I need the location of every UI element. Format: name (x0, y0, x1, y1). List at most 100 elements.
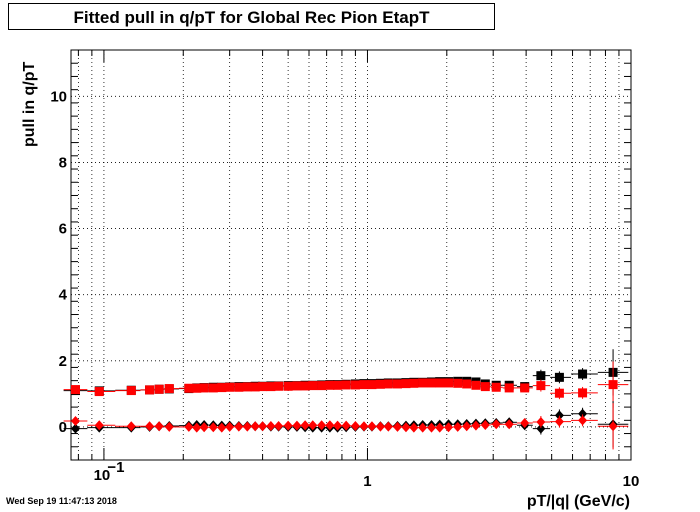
y-tick-label: 2 (59, 353, 67, 370)
data-point (145, 421, 155, 432)
data-point (480, 382, 490, 392)
data-point (401, 379, 411, 389)
data-point (317, 420, 327, 431)
data-point (350, 420, 360, 431)
data-point (392, 421, 402, 432)
data-point (199, 422, 209, 433)
y-tick-label: 0 (59, 419, 67, 436)
data-point (154, 384, 164, 394)
data-point (225, 421, 235, 432)
data-point (554, 416, 564, 427)
data-point (325, 420, 335, 431)
data-point (578, 408, 588, 419)
plot-frame (70, 49, 632, 461)
data-point (333, 380, 343, 390)
data-point (308, 381, 318, 391)
data-point (367, 380, 377, 390)
data-point (164, 421, 174, 432)
data-point (317, 381, 327, 391)
data-point (350, 380, 360, 390)
data-point (192, 422, 202, 433)
x-axis-label: pT/|q| (GeV/c) (527, 493, 630, 510)
chart-title: Fitted pull in q/pT for Global Rec Pion … (73, 8, 430, 27)
data-point (234, 382, 244, 392)
data-point (578, 388, 588, 398)
data-point (308, 420, 318, 431)
data-point (520, 383, 530, 393)
data-point (520, 417, 530, 428)
data-point (325, 380, 335, 390)
data-point (300, 420, 310, 431)
data-point (283, 381, 293, 391)
data-point (274, 420, 284, 431)
data-point (250, 421, 260, 432)
data-point (359, 380, 369, 390)
data-point (435, 422, 445, 433)
data-point (225, 382, 235, 392)
data-point (554, 410, 564, 421)
data-point (341, 380, 351, 390)
data-point (292, 381, 302, 391)
data-point (504, 419, 514, 430)
grid (71, 50, 631, 460)
data-point (375, 421, 385, 432)
data-point (504, 383, 514, 393)
data-point (375, 379, 385, 389)
data-point (554, 372, 564, 382)
data-point (126, 386, 136, 396)
data-point (242, 421, 252, 432)
data-point (491, 419, 501, 430)
y-tick-label: 6 (59, 221, 67, 238)
data-point (443, 422, 453, 433)
data-point (333, 420, 343, 431)
data-point (250, 382, 260, 392)
timestamp: Wed Sep 19 11:47:13 2018 (6, 496, 117, 506)
data-point (578, 415, 588, 426)
data-point (300, 381, 310, 391)
data-series (63, 349, 629, 450)
data-point (70, 415, 80, 426)
data-point (471, 420, 481, 431)
data-point (471, 380, 481, 390)
data-point (608, 380, 618, 390)
y-tick-label: 10 (50, 88, 67, 105)
y-axis-label: pull in q/pT (21, 61, 38, 147)
data-point (453, 378, 463, 388)
data-point (443, 378, 453, 388)
data-point (536, 423, 546, 434)
data-point (409, 422, 419, 433)
data-point (184, 383, 194, 393)
data-point (126, 421, 136, 432)
y-tick-label: 8 (59, 154, 67, 171)
data-point (274, 381, 284, 391)
data-point (258, 382, 268, 392)
data-point (392, 379, 402, 389)
data-point (367, 421, 377, 432)
data-point (217, 422, 227, 433)
data-point (401, 422, 411, 433)
series-square-ff0000 (63, 361, 629, 408)
data-point (418, 378, 428, 388)
data-point (554, 388, 564, 398)
data-point (208, 383, 218, 393)
data-point (283, 420, 293, 431)
data-point (536, 371, 546, 381)
data-point (208, 422, 218, 433)
data-point (608, 421, 618, 432)
data-point (70, 423, 80, 434)
axis-labels: pull in q/pT pT/|q| (GeV/c) (21, 61, 630, 510)
data-point (266, 382, 276, 392)
data-point (491, 382, 501, 392)
series-diamond-ff0000 (63, 403, 629, 450)
data-point (427, 378, 437, 388)
data-point (94, 387, 104, 397)
data-point (292, 420, 302, 431)
chart-title-box: Fitted pull in q/pT for Global Rec Pion … (8, 3, 495, 30)
data-point (258, 421, 268, 432)
data-point (154, 421, 164, 432)
data-point (427, 422, 437, 433)
data-point (418, 422, 428, 433)
data-point (199, 383, 209, 393)
